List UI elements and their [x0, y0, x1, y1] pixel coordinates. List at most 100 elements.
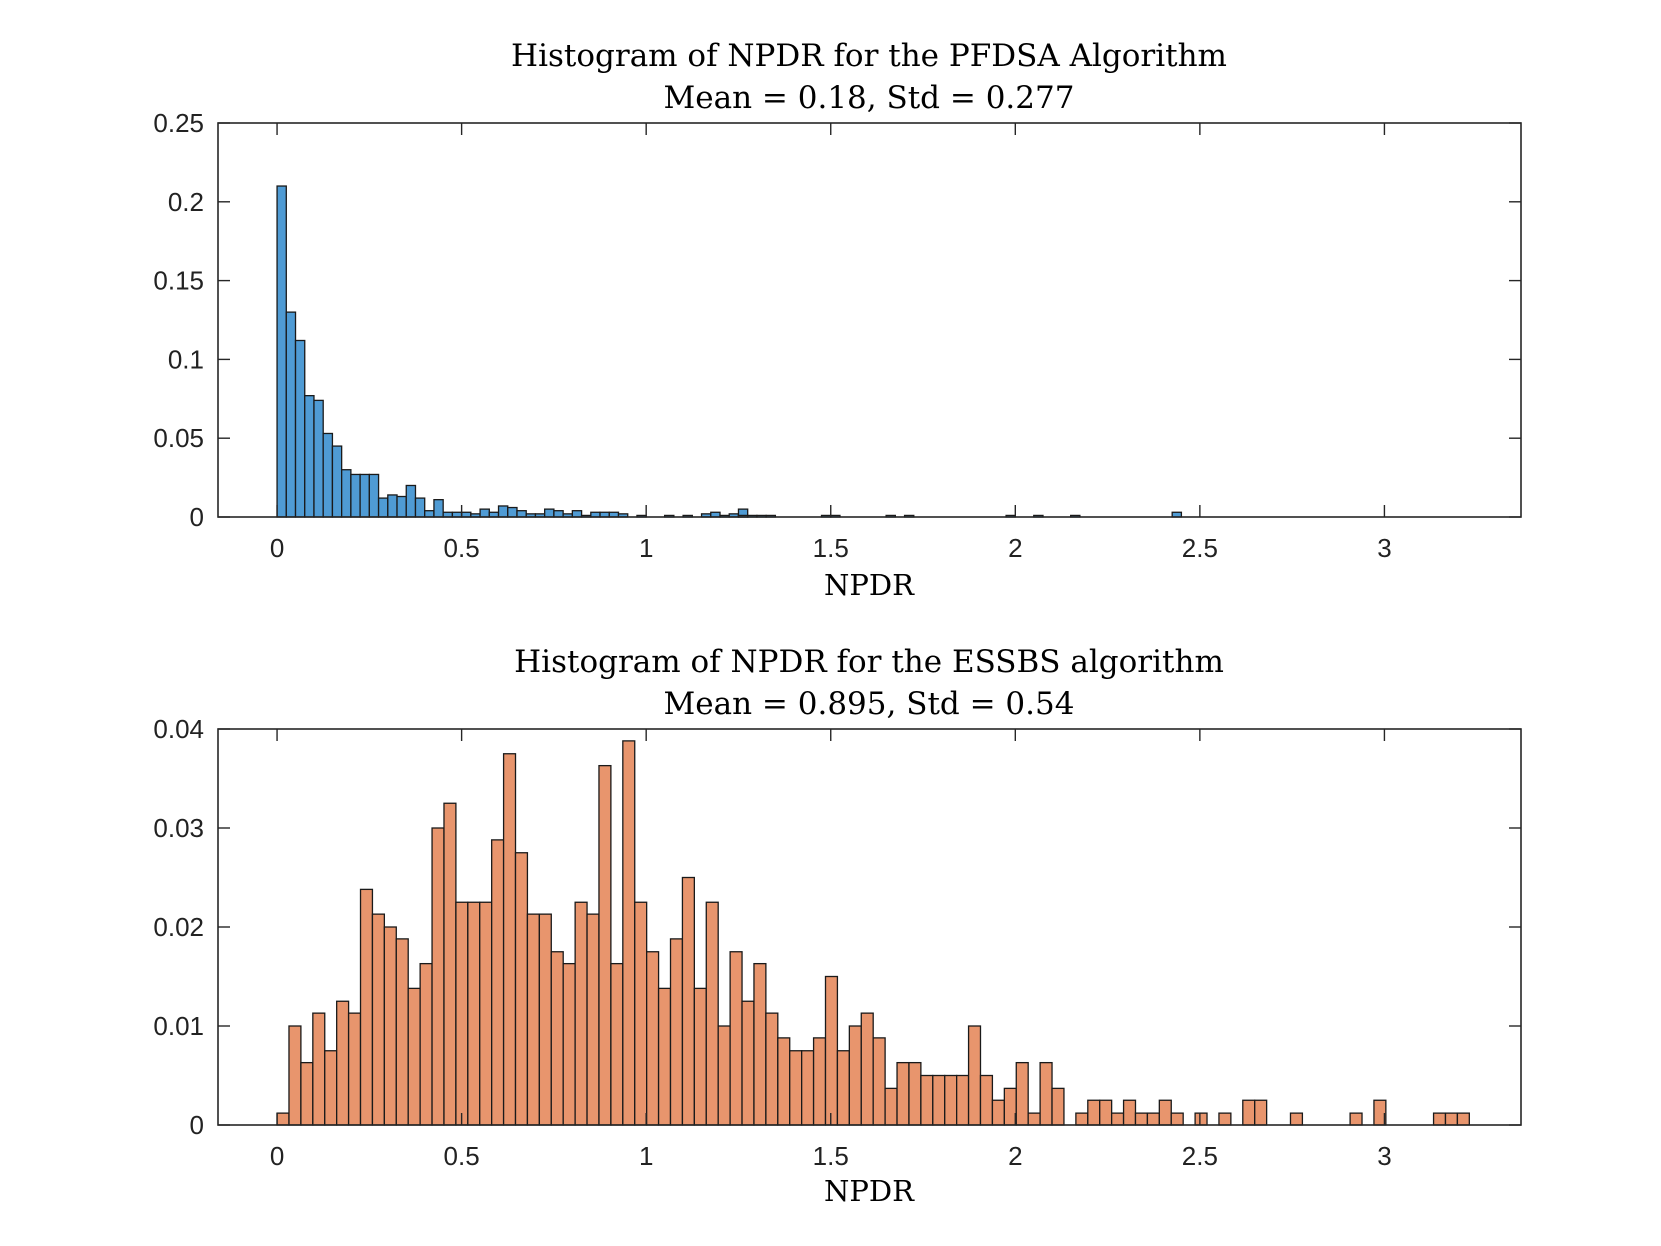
histogram-bar: [1444, 1112, 1459, 1126]
x-tick-label: 1: [639, 1141, 653, 1171]
histogram-bar: [407, 987, 421, 1126]
histogram-bar: [908, 1061, 922, 1126]
histogram-bar: [729, 951, 743, 1126]
x-axis-label: NPDR: [824, 1174, 915, 1208]
histogram-bar: [359, 473, 370, 518]
y-ticks: 0 0.05 0.1 0.15 0.2 0.25: [153, 108, 1521, 532]
histogram-bar: [777, 1037, 791, 1126]
histogram-bar: [610, 962, 624, 1126]
histogram-bar: [288, 1025, 302, 1126]
y-tick-label: 0.1: [168, 344, 204, 374]
histogram-bar: [1254, 1099, 1268, 1126]
histogram-bar: [657, 987, 672, 1126]
histogram-bar: [497, 505, 509, 518]
histogram-bar: [419, 962, 433, 1126]
bars-group: [276, 740, 1470, 1126]
x-tick-label: 2: [1008, 533, 1022, 563]
histogram-bar: [443, 802, 457, 1126]
histogram-bar: [324, 1050, 338, 1126]
histogram-bar: [932, 1074, 946, 1126]
histogram-bar: [341, 469, 352, 518]
histogram-bar: [1087, 1099, 1101, 1126]
chart-title: Histogram of NPDR for the ESSBS algorith…: [514, 644, 1224, 680]
histogram-bar: [896, 1061, 910, 1126]
x-tick-label: 2.5: [1182, 1141, 1218, 1171]
histogram-bar: [553, 510, 564, 518]
x-tick-label: 1.5: [813, 533, 849, 563]
y-tick-label: 0.2: [168, 187, 204, 217]
histogram-bar: [669, 938, 684, 1126]
histogram-bar: [383, 926, 397, 1126]
histogram-bar: [765, 1012, 779, 1126]
histogram-bar: [502, 753, 517, 1126]
histogram-bar: [312, 1012, 326, 1126]
histogram-bar: [944, 1074, 958, 1126]
histogram-bar: [562, 962, 576, 1126]
histogram-bar: [368, 473, 380, 518]
chart-subtitle: Mean = 0.895, Std = 0.54: [664, 686, 1075, 722]
histogram-bar: [967, 1025, 982, 1126]
bars-group: [276, 185, 1183, 518]
x-tick-label: 3: [1377, 533, 1391, 563]
histogram-bar: [377, 497, 389, 518]
y-tick-label: 0.25: [153, 108, 204, 138]
x-ticks: 0 0.5 1 1.5 2 2.5 3: [270, 123, 1392, 563]
histogram-bar: [920, 1074, 934, 1126]
histogram-bar: [479, 508, 490, 518]
histogram-bar: [294, 339, 306, 518]
x-tick-label: 1.5: [813, 1141, 849, 1171]
histogram-bar: [741, 1000, 755, 1126]
chart-pfdsa: Histogram of NPDR for the PFDSA Algorith…: [153, 38, 1522, 602]
histogram-bar: [1146, 1112, 1160, 1126]
histogram-bar: [1349, 1112, 1363, 1126]
histogram-bar: [1122, 1099, 1137, 1126]
histogram-bar: [300, 1061, 314, 1126]
histogram-bar: [753, 962, 767, 1126]
histogram-bar: [622, 740, 636, 1126]
histogram-bar: [848, 1025, 862, 1126]
histogram-bar: [350, 473, 361, 518]
histogram-bar: [516, 510, 527, 518]
histogram-bar: [322, 432, 334, 518]
histogram-bar: [1075, 1112, 1089, 1126]
histogram-bar: [801, 1050, 815, 1126]
plot-area: [217, 728, 1522, 1126]
histogram-bar: [336, 1000, 350, 1126]
y-tick-label: 0.02: [153, 912, 204, 942]
histogram-bar: [395, 938, 409, 1126]
histogram-bar: [872, 1037, 886, 1126]
histogram-bar: [1039, 1061, 1053, 1126]
histogram-bar: [1110, 1112, 1125, 1126]
histogram-bar: [693, 987, 707, 1126]
histogram-bar: [1432, 1112, 1447, 1126]
histogram-bar: [1158, 1099, 1172, 1126]
y-tick-label: 0.03: [153, 813, 204, 843]
histogram-bar: [359, 888, 374, 1126]
x-tick-label: 1: [639, 533, 653, 563]
histogram-bar: [544, 508, 555, 518]
x-tick-label: 0: [270, 1141, 284, 1171]
histogram-bar: [1015, 1061, 1029, 1126]
histogram-bar: [467, 901, 481, 1126]
histogram-bar: [571, 510, 583, 518]
histogram-bar: [979, 1074, 994, 1126]
histogram-bar: [884, 1087, 898, 1126]
x-axis-label: NPDR: [824, 568, 915, 602]
histogram-bar: [304, 394, 315, 518]
histogram-bar: [1289, 1112, 1304, 1126]
histogram-bar: [836, 1050, 850, 1126]
histogram-bar: [1170, 1112, 1184, 1126]
x-tick-label: 0.5: [444, 1141, 480, 1171]
x-tick-label: 3: [1377, 1141, 1391, 1171]
histogram-bar: [705, 901, 719, 1126]
histogram-bar: [1218, 1112, 1232, 1126]
histogram-bar: [634, 901, 648, 1126]
y-ticks: 0 0.01 0.02 0.03 0.04: [153, 714, 1521, 1140]
histogram-bar: [371, 913, 386, 1126]
histogram-bar: [717, 1025, 731, 1126]
histogram-bar: [414, 497, 426, 518]
histogram-bar: [991, 1099, 1005, 1126]
histogram-bar: [1051, 1087, 1065, 1126]
y-tick-label: 0.01: [153, 1011, 204, 1041]
histogram-bar: [789, 1050, 803, 1126]
